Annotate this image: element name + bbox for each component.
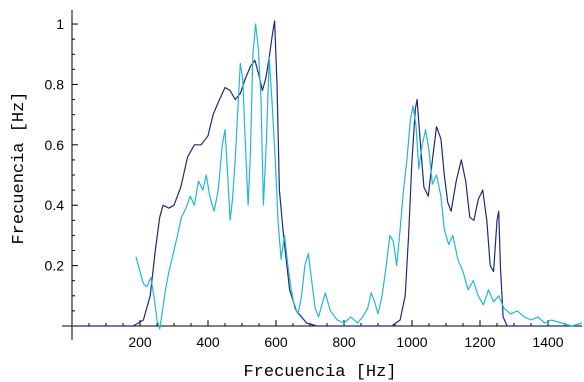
y-tick-label: 0.4 [45,197,65,213]
x-tick-label: 200 [128,334,152,350]
x-tick-label: 600 [264,334,288,350]
series-layer [72,20,583,330]
x-tick-label: 1200 [464,334,495,350]
x-tick-label: 800 [332,334,356,350]
x-tick-label: 1400 [532,334,563,350]
y-tick-label: 0.6 [45,137,65,153]
axes: 200 400 600 800 1000 1200 1400 0.2 0.4 0.6 0.8 1 [45,10,582,350]
y-tick-label: 1 [56,16,64,32]
series-line-2 [135,23,583,330]
x-tick-label: 400 [196,334,220,350]
series-line-1 [72,20,582,327]
x-tick-label: 1000 [396,334,427,350]
y-axis-title: Frecuencia [Hz] [10,91,29,244]
x-axis-title: Frecuencia [Hz] [243,363,396,382]
y-tick-label: 0.2 [45,258,65,274]
y-tick-label: 0.8 [45,76,65,92]
